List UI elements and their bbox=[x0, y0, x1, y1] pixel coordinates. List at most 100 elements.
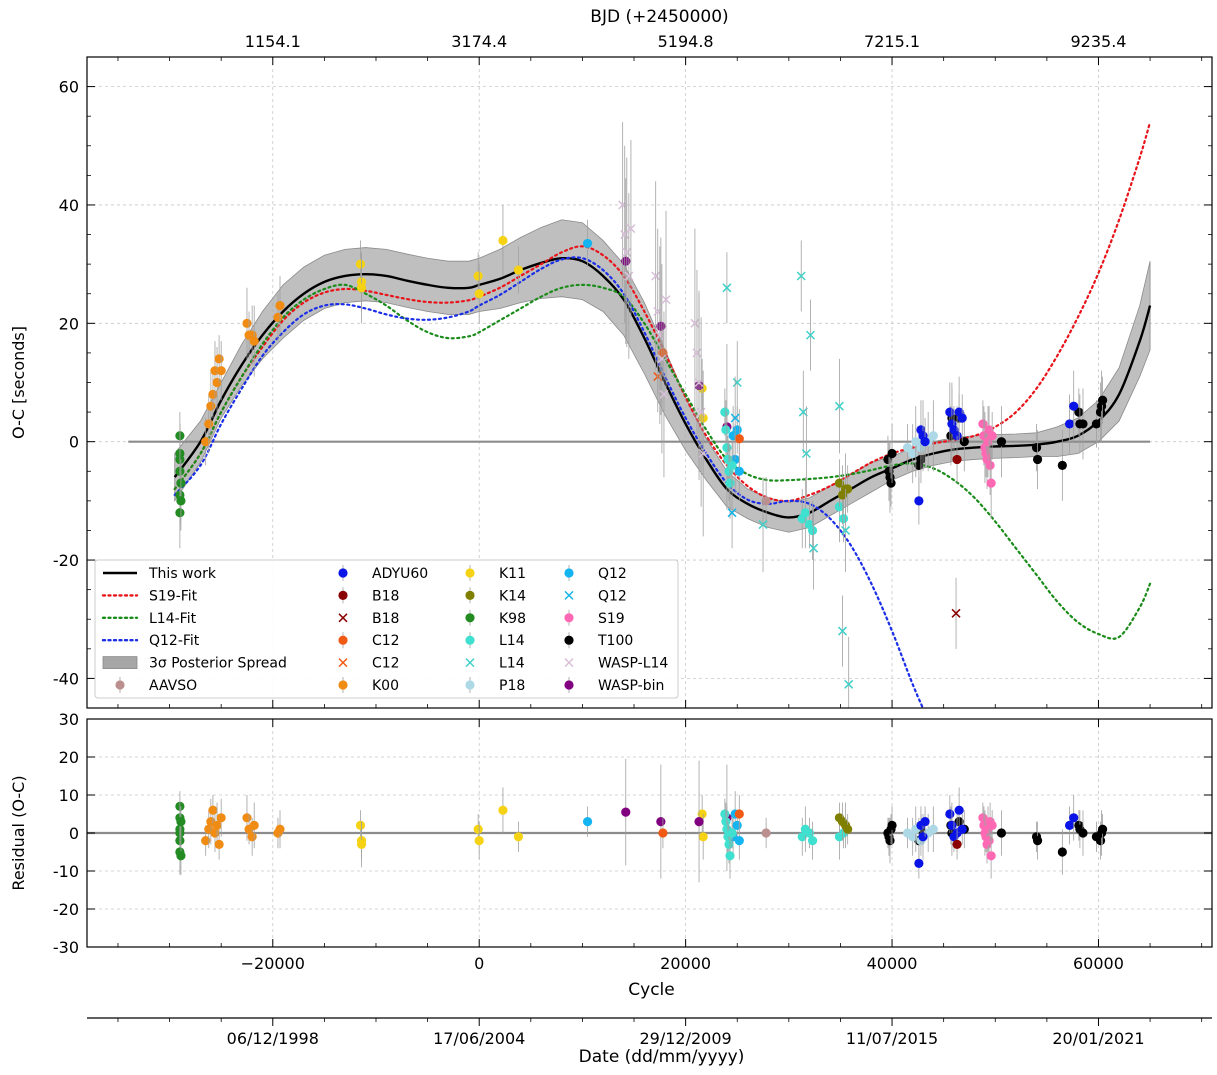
l14-x-point bbox=[834, 401, 844, 411]
legend-this-work-label: This work bbox=[148, 566, 217, 582]
legend-c12-label: C12 bbox=[372, 633, 400, 649]
k11-residual-point bbox=[355, 820, 366, 831]
legend-b18-x-marker bbox=[338, 613, 348, 623]
legend-q12-marker bbox=[564, 568, 574, 578]
l14-point bbox=[725, 478, 735, 488]
wasp-l14-x-point bbox=[622, 247, 632, 257]
k11-residual-point bbox=[498, 805, 508, 815]
l14-residual-point bbox=[727, 828, 737, 838]
t100-residual-point bbox=[1057, 847, 1067, 857]
main-oc-panel: -40 -20 0 20 40 60 O-C [seconds] 1154.1 3174.4… bbox=[9, 7, 1213, 709]
legend-q12-label: Q12 bbox=[598, 566, 627, 582]
wasp-bin-residual-point bbox=[656, 817, 666, 827]
b18-residual-point bbox=[952, 839, 962, 850]
legend-b18-marker bbox=[338, 590, 348, 601]
adyu60-point bbox=[1064, 419, 1075, 429]
wasp-l14-x-point bbox=[653, 306, 663, 317]
legend-wasp-l14-x-marker bbox=[564, 658, 574, 668]
legend-adyu60-marker bbox=[338, 568, 348, 578]
legend: This work S19-Fit L14-Fit Q12-Fit 3σ Posteri… bbox=[94, 559, 679, 699]
k00-point bbox=[212, 377, 222, 388]
l14-point bbox=[800, 508, 810, 518]
wasp-l14-x-point bbox=[624, 271, 634, 281]
legend-k98-marker bbox=[465, 613, 475, 623]
legend-s19-label: S19 bbox=[598, 611, 625, 627]
t100-point bbox=[1078, 419, 1088, 429]
aavso-residual-point bbox=[761, 828, 771, 838]
adyu60-residual-point bbox=[954, 805, 964, 815]
l14-x-point bbox=[809, 543, 819, 553]
cycle-tick-label: 0 bbox=[474, 954, 484, 973]
k00-residual-point bbox=[208, 805, 218, 815]
t100-residual-point bbox=[996, 828, 1007, 838]
t100-point bbox=[1097, 395, 1108, 405]
wasp-bin-point bbox=[621, 256, 631, 266]
q12-point bbox=[732, 425, 742, 435]
k98-point bbox=[176, 496, 186, 506]
top-tick-label: 1154.1 bbox=[245, 32, 301, 51]
main-y-tick-label: 20 bbox=[59, 314, 79, 333]
main-y-tick-label: 40 bbox=[59, 196, 79, 215]
adyu60-residual-point bbox=[1064, 820, 1075, 831]
s19-fit-curve bbox=[173, 121, 1152, 503]
main-y-ticks: -40 -20 0 20 40 60 bbox=[53, 56, 1212, 709]
date-tick-label: 11/07/2015 bbox=[846, 1029, 938, 1048]
k98-point bbox=[175, 508, 185, 518]
k00-point bbox=[216, 366, 226, 376]
t100-residual-point bbox=[887, 820, 897, 831]
date-tick-label: 29/12/2009 bbox=[640, 1029, 732, 1048]
residual-y-tick-label: 0 bbox=[69, 824, 79, 843]
legend-q12-label: Q12 bbox=[598, 588, 627, 604]
adyu60-residual-point bbox=[914, 858, 924, 869]
l14-point bbox=[838, 514, 849, 524]
date-axis-label: Date (dd/mm/yyyy) bbox=[579, 1047, 745, 1067]
k00-residual-point bbox=[216, 813, 226, 823]
l14-point bbox=[727, 460, 737, 470]
date-axis: 06/12/1998 17/06/2004 29/12/2009 11/07/2015… bbox=[87, 1017, 1212, 1048]
cycle-tick-label: 40000 bbox=[867, 954, 918, 973]
t100-point bbox=[1074, 407, 1084, 417]
wasp-l14-x-point bbox=[618, 200, 628, 210]
legend-l14-marker bbox=[465, 635, 475, 645]
k00-residual-point bbox=[201, 836, 211, 846]
wasp-l14-x-point bbox=[651, 271, 661, 281]
main-y-tick-label: 0 bbox=[69, 433, 79, 452]
c12-point bbox=[734, 434, 744, 444]
aavso-point bbox=[761, 496, 771, 506]
t100-residual-point bbox=[1097, 824, 1108, 834]
l14-fit-curve bbox=[173, 283, 1152, 640]
legend-k14-marker bbox=[465, 590, 475, 601]
residual-y-tick-label: 10 bbox=[59, 786, 79, 805]
wasp-l14-x-point bbox=[655, 330, 665, 340]
l14-point bbox=[721, 425, 731, 435]
k11-point bbox=[356, 283, 367, 293]
legend-k00-label: K00 bbox=[372, 678, 399, 694]
k00-point bbox=[201, 437, 211, 447]
k00-residual-point bbox=[242, 813, 252, 823]
legend-k00-marker bbox=[338, 680, 348, 690]
k00-point bbox=[273, 312, 283, 322]
p18-residual-point bbox=[928, 824, 938, 834]
wasp-l14-x-point bbox=[659, 389, 669, 399]
wasp-l14-x-point bbox=[694, 377, 704, 388]
cycle-axis-label: Cycle bbox=[628, 980, 674, 1000]
l14-point bbox=[807, 525, 818, 536]
k00-residual-point bbox=[212, 820, 222, 831]
wasp-bin-point bbox=[656, 321, 666, 331]
k00-point bbox=[242, 318, 252, 328]
k00-point bbox=[249, 336, 259, 346]
t100-point bbox=[1031, 443, 1042, 453]
k00-residual-point bbox=[249, 820, 259, 831]
residual-y-ticks: -30 -20 -10 0 10 20 30 bbox=[53, 710, 1212, 957]
legend-c12-label: C12 bbox=[372, 656, 400, 672]
k11-residual-point bbox=[697, 809, 707, 819]
legend-c12-marker bbox=[338, 635, 348, 645]
p18-point bbox=[911, 437, 921, 447]
k11-residual-point bbox=[473, 824, 483, 834]
q12-x-point bbox=[727, 508, 737, 518]
l14-residual-point bbox=[725, 851, 735, 861]
residual-y-tick-label: 30 bbox=[59, 710, 79, 729]
k00-point bbox=[208, 389, 218, 399]
l14-point bbox=[720, 407, 730, 417]
legend-3-posterior-spread-swatch bbox=[102, 656, 138, 669]
